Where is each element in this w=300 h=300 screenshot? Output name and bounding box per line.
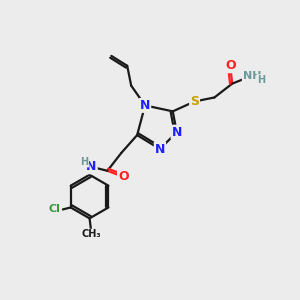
Text: H: H (80, 157, 89, 167)
Text: N: N (140, 99, 150, 112)
Text: O: O (225, 59, 236, 72)
Text: N: N (172, 126, 182, 139)
Text: Cl: Cl (49, 204, 61, 214)
Text: N: N (155, 142, 165, 155)
Text: H: H (257, 75, 265, 85)
Text: NH: NH (243, 71, 261, 81)
Text: CH₃: CH₃ (82, 229, 101, 239)
Text: O: O (118, 170, 129, 183)
Text: S: S (190, 95, 199, 108)
Text: N: N (86, 160, 97, 173)
